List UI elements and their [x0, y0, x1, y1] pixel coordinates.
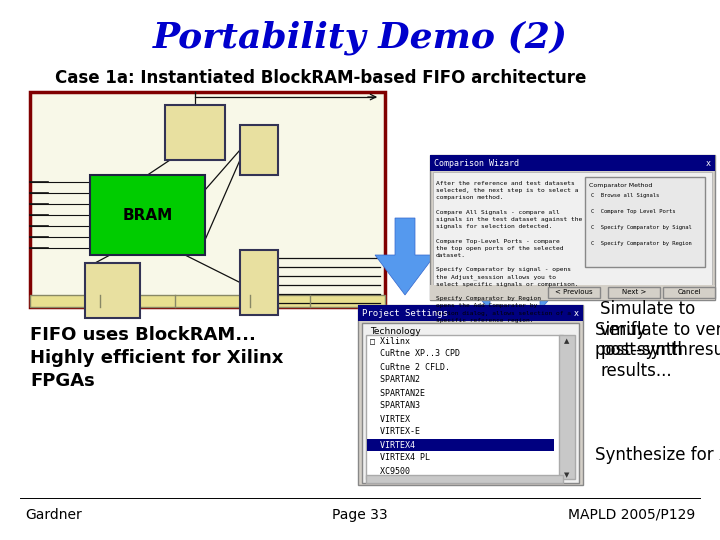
Text: Simulate to verify: Simulate to verify — [595, 321, 720, 339]
Bar — [366, 335, 563, 479]
Text: CuRtne XP..3 CPD: CuRtne XP..3 CPD — [370, 349, 460, 359]
Text: VIRTEX4: VIRTEX4 — [370, 441, 415, 449]
Text: C  Specify Comparator by Region: C Specify Comparator by Region — [591, 240, 692, 246]
Text: Simulate to verify post-synth results...: Simulate to verify post-synth results... — [600, 300, 696, 380]
Text: Synthesize for Xilinx FPGA: Synthesize for Xilinx FPGA — [595, 446, 720, 464]
Polygon shape — [375, 218, 435, 295]
Text: comparison method.: comparison method. — [436, 195, 503, 200]
Text: Highly efficient for Xilinx: Highly efficient for Xilinx — [30, 349, 284, 367]
Bar — [430, 155, 715, 171]
Text: VIRTEX4 PL: VIRTEX4 PL — [370, 454, 430, 462]
Text: x: x — [706, 159, 711, 167]
Text: Gardner: Gardner — [25, 508, 82, 522]
Text: SPARTAN2: SPARTAN2 — [370, 375, 420, 384]
Text: Next >: Next > — [622, 289, 646, 295]
Text: XC9500: XC9500 — [370, 467, 410, 476]
Text: opens the Add Comparator by: opens the Add Comparator by — [436, 303, 537, 308]
Text: Cancel: Cancel — [678, 289, 701, 295]
Bar — [430, 155, 715, 300]
Text: signals in the test dataset against the: signals in the test dataset against the — [436, 217, 582, 222]
Text: ▼: ▼ — [564, 472, 570, 478]
Text: After the reference and test datasets: After the reference and test datasets — [436, 181, 575, 186]
Bar — [367, 439, 554, 451]
Bar — [30, 295, 385, 307]
Text: Case 1a: Instantiated BlockRAM-based FIFO architecture: Case 1a: Instantiated BlockRAM-based FIF… — [55, 69, 586, 87]
Text: Page 33: Page 33 — [332, 508, 388, 522]
Text: C  Specify Comparator by Signal: C Specify Comparator by Signal — [591, 225, 692, 230]
Text: Comparison Wizard: Comparison Wizard — [434, 159, 519, 167]
Bar — [430, 285, 715, 300]
Text: Technology: Technology — [370, 327, 420, 336]
Text: □ Xilinx: □ Xilinx — [370, 336, 410, 346]
Text: SPARTAN3: SPARTAN3 — [370, 402, 420, 410]
Text: x: x — [574, 308, 579, 318]
Bar — [433, 172, 712, 285]
Text: Specify Comparator by Region: Specify Comparator by Region — [436, 296, 541, 301]
Text: signals for selection detected.: signals for selection detected. — [436, 224, 552, 229]
Text: SPARTAN2E: SPARTAN2E — [370, 388, 425, 397]
Text: FPGAs: FPGAs — [30, 372, 95, 390]
Bar — [240, 250, 278, 315]
Text: VIRTEX: VIRTEX — [370, 415, 410, 423]
Bar — [362, 323, 579, 483]
Text: ▲: ▲ — [564, 338, 570, 344]
Text: BRAM: BRAM — [122, 207, 173, 222]
Bar — [608, 287, 660, 298]
Polygon shape — [455, 230, 575, 310]
Text: post-synth results...: post-synth results... — [595, 341, 720, 359]
Bar — [366, 475, 563, 483]
Bar — [85, 263, 140, 318]
Text: select specific signals or comparison.: select specific signals or comparison. — [436, 282, 578, 287]
Text: CuRtne 2 CFLD.: CuRtne 2 CFLD. — [370, 362, 450, 372]
Text: FIFO uses BlockRAM...: FIFO uses BlockRAM... — [30, 326, 256, 344]
Text: C  Browse all Signals: C Browse all Signals — [591, 192, 660, 198]
Bar — [548, 287, 600, 298]
Bar — [240, 125, 278, 175]
Text: MAPLD 2005/P129: MAPLD 2005/P129 — [568, 508, 695, 522]
Text: Comparator Method: Comparator Method — [589, 183, 652, 187]
Text: Compare All Signals - compare all: Compare All Signals - compare all — [436, 210, 559, 215]
Bar — [358, 305, 583, 485]
Text: Portability Demo (2): Portability Demo (2) — [153, 21, 567, 55]
Text: < Previous: < Previous — [555, 289, 593, 295]
Text: dataset.: dataset. — [436, 253, 466, 258]
Text: the Adjust_session allows you to: the Adjust_session allows you to — [436, 275, 556, 280]
Bar — [663, 287, 715, 298]
Text: Region dialog, allows selection of a: Region dialog, allows selection of a — [436, 310, 571, 315]
Bar — [30, 92, 385, 307]
Bar — [585, 177, 705, 267]
Bar — [358, 305, 583, 321]
Text: specific reference region.: specific reference region. — [436, 318, 534, 323]
Text: C  Compare Top Level Ports: C Compare Top Level Ports — [591, 208, 675, 213]
Bar — [559, 335, 575, 479]
Bar — [165, 105, 225, 160]
Text: the top open ports of the selected: the top open ports of the selected — [436, 246, 564, 251]
Bar — [90, 175, 205, 255]
Text: selected, the next step is to select a: selected, the next step is to select a — [436, 188, 578, 193]
Text: Compare Top-Level Ports - compare: Compare Top-Level Ports - compare — [436, 239, 559, 244]
Text: Project Settings: Project Settings — [362, 308, 448, 318]
Text: Specify Comparator by signal - opens: Specify Comparator by signal - opens — [436, 267, 571, 272]
Text: VIRTEX-E: VIRTEX-E — [370, 428, 420, 436]
